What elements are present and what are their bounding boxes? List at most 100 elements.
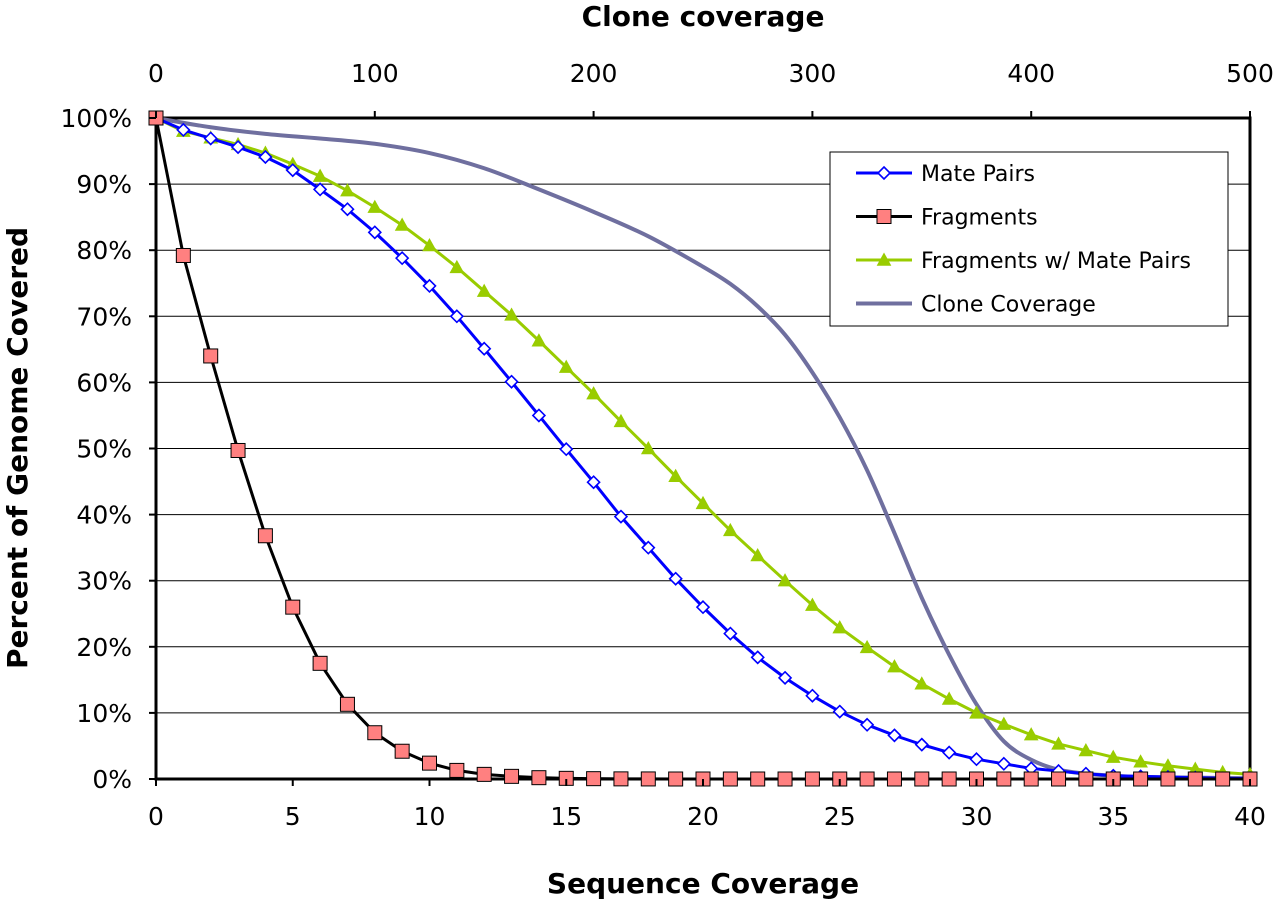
data-point-fragments	[504, 768, 520, 784]
data-point-mate-pairs	[613, 509, 629, 524]
data-point-fragments	[941, 771, 957, 787]
y-tick-label: 10%	[76, 699, 132, 728]
data-point-fragments	[1187, 771, 1203, 787]
data-point-fragments-w-mate-pairs	[394, 217, 410, 231]
x2-axis-title: Clone coverage	[582, 0, 825, 33]
data-point-fragments-w-mate-pairs	[777, 573, 793, 587]
data-point-fragments	[203, 348, 219, 364]
data-point-fragments	[804, 771, 820, 787]
y-tick-label: 60%	[76, 368, 132, 397]
x2-tick-label: 100	[351, 59, 399, 88]
y-axis-ticks: 0% 10% 20% 30% 40% 50% 60% 70% 80% 90% 100%	[61, 104, 156, 794]
data-point-mate-pairs	[477, 341, 492, 356]
data-point-fragments	[1160, 771, 1176, 787]
data-point-fragments-w-mate-pairs	[750, 548, 766, 562]
legend-label: Mate Pairs	[921, 162, 1035, 187]
x-tick-label: 30	[961, 802, 993, 831]
y-tick-label: 20%	[76, 633, 132, 662]
data-point-fragments-w-mate-pairs	[449, 259, 465, 274]
x-tick-label: 20	[687, 802, 719, 831]
legend-swatch-marker	[876, 209, 892, 224]
y-tick-label: 80%	[76, 236, 132, 265]
data-point-fragments	[257, 528, 273, 544]
data-point-mate-pairs	[914, 737, 929, 752]
data-point-fragments-w-mate-pairs	[531, 333, 547, 347]
data-point-fragments	[175, 247, 191, 263]
data-point-mate-pairs	[504, 374, 519, 389]
data-point-fragments	[1215, 771, 1231, 787]
legend-item-fragments: Fragments	[856, 206, 1038, 231]
legend-item-mate-pairs: Mate Pairs	[856, 162, 1035, 187]
data-point-fragments	[422, 755, 437, 771]
data-point-fragments-w-mate-pairs	[996, 716, 1012, 730]
legend-label: Fragments w/ Mate Pairs	[921, 249, 1191, 274]
x-tick-label: 5	[285, 802, 301, 831]
data-point-fragments-w-mate-pairs	[969, 705, 984, 719]
data-point-fragments	[777, 771, 793, 787]
data-point-fragments-w-mate-pairs	[367, 199, 383, 213]
data-point-fragments-w-mate-pairs	[887, 659, 902, 673]
x2-tick-label: 0	[148, 59, 164, 88]
data-point-fragments	[1078, 771, 1094, 787]
x-tick-label: 0	[148, 802, 164, 831]
data-point-fragments-w-mate-pairs	[504, 307, 519, 321]
data-point-fragments	[586, 771, 602, 787]
data-point-fragments-w-mate-pairs	[586, 386, 601, 400]
data-point-fragments	[367, 725, 383, 741]
data-point-fragments-w-mate-pairs	[422, 238, 437, 252]
data-point-mate-pairs	[176, 122, 191, 138]
y-tick-label: 70%	[76, 302, 132, 331]
x-tick-label: 40	[1234, 802, 1266, 831]
y-tick-label: 100%	[61, 104, 132, 133]
data-point-fragments	[668, 771, 684, 787]
data-point-mate-pairs	[285, 163, 300, 178]
x2-axis-ticks: 0 100 200 300 400 500	[148, 59, 1274, 118]
legend-swatch-marker	[876, 252, 892, 266]
x-tick-label: 25	[824, 802, 856, 831]
legend-label: Fragments	[921, 206, 1038, 231]
data-point-fragments	[1133, 771, 1149, 787]
data-point-mate-pairs	[942, 745, 957, 760]
data-point-fragments-w-mate-pairs	[1078, 743, 1094, 757]
data-point-fragments	[312, 655, 328, 671]
data-point-fragments	[859, 771, 875, 787]
x2-tick-label: 400	[1007, 59, 1055, 88]
data-point-fragments	[394, 743, 410, 759]
y-tick-label: 0%	[92, 765, 132, 794]
data-point-mate-pairs	[559, 442, 574, 457]
legend-swatch-marker	[876, 165, 892, 181]
x2-tick-label: 200	[570, 59, 618, 88]
x-axis-ticks: 0 5 10 15 20 25 30 35 40	[148, 779, 1266, 831]
data-point-fragments-w-mate-pairs	[723, 522, 738, 537]
data-point-mate-pairs	[340, 202, 355, 217]
x-axis-title: Sequence Coverage	[547, 867, 859, 900]
data-point-mate-pairs	[367, 225, 382, 240]
data-point-fragments	[449, 762, 465, 778]
data-point-fragments-w-mate-pairs	[941, 691, 957, 705]
gridlines	[156, 183, 1250, 714]
data-point-fragments-w-mate-pairs	[805, 597, 820, 611]
data-point-mate-pairs	[750, 650, 765, 665]
x2-tick-label: 500	[1226, 59, 1274, 88]
data-point-mate-pairs	[777, 670, 793, 685]
data-point-fragments-w-mate-pairs	[1023, 727, 1039, 741]
data-point-mate-pairs	[230, 139, 246, 155]
data-point-fragments-w-mate-pairs	[914, 676, 930, 690]
y-tick-label: 40%	[76, 501, 132, 530]
data-point-mate-pairs	[887, 728, 902, 743]
data-point-fragments-w-mate-pairs	[668, 468, 683, 482]
data-point-fragments	[640, 771, 656, 787]
data-point-fragments-w-mate-pairs	[312, 168, 328, 182]
data-point-mate-pairs	[805, 688, 820, 703]
x2-tick-label: 300	[789, 59, 837, 88]
legend: Mate Pairs Fragments Fragments w/ Mate Pai…	[829, 151, 1229, 327]
data-point-fragments	[339, 696, 355, 712]
data-point-fragments-w-mate-pairs	[1051, 736, 1066, 750]
data-point-fragments-w-mate-pairs	[340, 183, 355, 197]
data-point-fragments	[1023, 771, 1039, 787]
data-point-fragments-w-mate-pairs	[558, 359, 574, 373]
data-point-mate-pairs	[668, 571, 683, 586]
data-point-mate-pairs	[258, 149, 273, 165]
data-point-fragments	[750, 771, 766, 787]
data-point-mate-pairs	[312, 182, 328, 197]
